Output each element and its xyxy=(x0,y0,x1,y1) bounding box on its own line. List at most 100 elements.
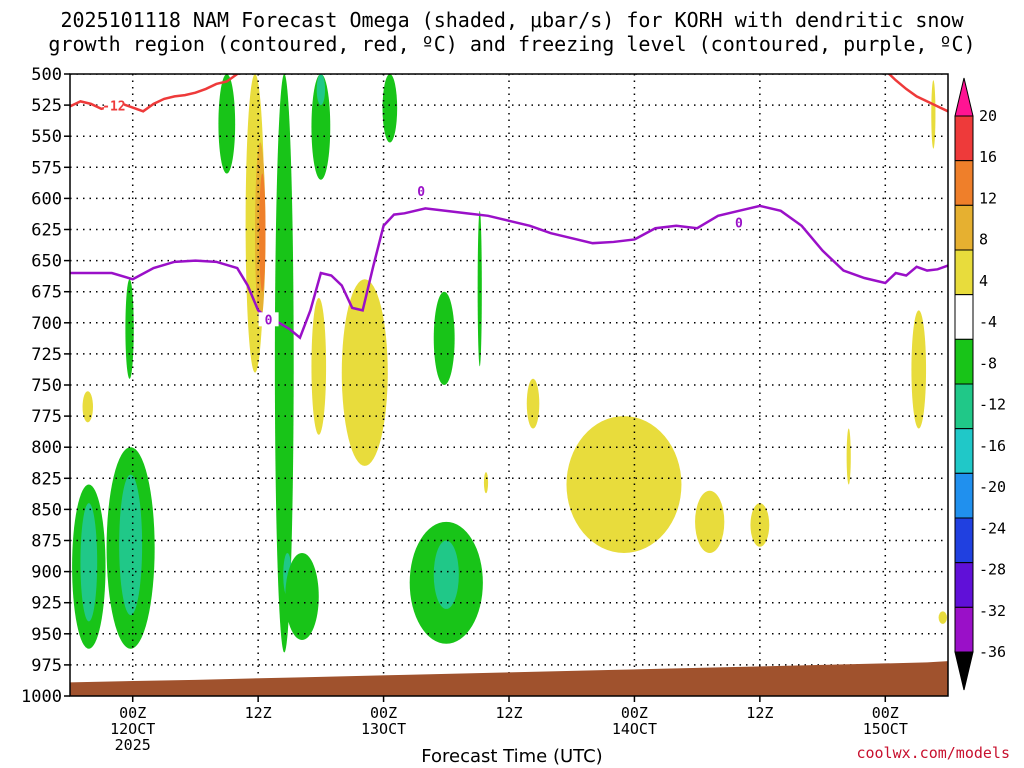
colorbar-box-3 xyxy=(954,249,974,296)
x-tick-label-96-2: 15OCT xyxy=(863,720,908,738)
omega-region-5 xyxy=(218,74,236,174)
freezing-label-1: 0 xyxy=(265,313,273,328)
plot-frame xyxy=(69,73,949,697)
omega-region-1 xyxy=(80,503,98,622)
omega-region-30 xyxy=(938,611,947,624)
freezing-label-3: 0 xyxy=(735,216,743,231)
y-tick-label-700: 700 xyxy=(31,314,62,334)
colorbar-label-13: -36 xyxy=(979,643,1006,661)
colorbar-label-5: -4 xyxy=(979,313,997,331)
colorbar-box-10 xyxy=(954,562,974,608)
colorbar-label-12: -32 xyxy=(979,602,1006,620)
x-tick-label-24-1: 00Z xyxy=(119,704,146,722)
x-tick-label-24-3: 2025 xyxy=(115,736,151,754)
colorbar-box-11 xyxy=(954,606,974,653)
colorbar-label-0: 20 xyxy=(979,107,997,125)
omega-region-25 xyxy=(695,490,725,553)
omega-region-18 xyxy=(433,540,459,609)
dgz-contour-0 xyxy=(70,74,241,113)
colorbar-box-9 xyxy=(954,517,974,564)
y-tick-label-650: 650 xyxy=(31,252,62,272)
dgz-label: -12 xyxy=(102,99,125,114)
colorbar-box-2 xyxy=(954,204,974,251)
y-tick-label-950: 950 xyxy=(31,625,62,645)
title-line-1: 2025101118 NAM Forecast Omega (shaded, μ… xyxy=(60,8,964,32)
x-tick-label-72-1: 00Z xyxy=(621,704,648,722)
freezing-level-contour xyxy=(70,204,948,340)
x-tick-label-84-1: 12Z xyxy=(746,704,773,722)
y-tick-label-850: 850 xyxy=(31,500,62,520)
x-tick-label-72-2: 14OCT xyxy=(612,720,657,738)
omega-region-20 xyxy=(477,210,482,367)
colorbar-box-1 xyxy=(954,160,974,206)
colorbar-box-6 xyxy=(954,383,974,430)
title-line-2: growth region (contoured, red, ºC) and f… xyxy=(48,32,976,56)
omega-region-9 xyxy=(274,74,294,653)
omega-region-26 xyxy=(750,503,770,547)
colorbar-label-9: -20 xyxy=(979,478,1006,496)
colorbar-box-4 xyxy=(954,294,974,340)
y-tick-label-1000: 1000 xyxy=(21,687,62,707)
x-tick-label-96-1: 00Z xyxy=(872,704,899,722)
omega-region-28 xyxy=(911,310,927,429)
chart-title: 2025101118 NAM Forecast Omega (shaded, μ… xyxy=(0,8,1024,56)
colorbar-label-8: -16 xyxy=(979,437,1006,455)
x-axis-label: Forecast Time (UTC) xyxy=(421,746,603,767)
omega-region-24 xyxy=(566,416,682,553)
x-tick-label-60-1: 12Z xyxy=(495,704,522,722)
omega-region-27 xyxy=(846,428,851,485)
omega-region-14 xyxy=(311,297,327,435)
y-tick-label-525: 525 xyxy=(31,96,62,116)
dgz-contour-1 xyxy=(887,74,948,113)
x-tick-label-48-1: 00Z xyxy=(370,704,397,722)
colorbar-label-7: -12 xyxy=(979,396,1006,414)
y-tick-label-500: 500 xyxy=(31,65,62,85)
omega-region-23 xyxy=(526,378,540,429)
plot-area: -12 0 0 0 xyxy=(70,74,948,696)
omega-region-29 xyxy=(931,80,936,149)
y-tick-label-975: 975 xyxy=(31,656,62,676)
colorbar-label-4: 4 xyxy=(979,272,988,290)
y-tick-label-725: 725 xyxy=(31,345,62,365)
freezing-label-2-bg xyxy=(411,184,432,199)
y-tick-label-900: 900 xyxy=(31,563,62,583)
omega-region-13 xyxy=(285,552,319,641)
freezing-label-1-bg xyxy=(258,312,279,327)
colorbar-box-8 xyxy=(954,472,974,519)
colorbar-box-5 xyxy=(954,338,974,385)
colorbar-bottom-triangle xyxy=(954,651,974,691)
omega-region-21 xyxy=(82,391,93,423)
y-tick-label-875: 875 xyxy=(31,532,62,552)
y-tick-label-750: 750 xyxy=(31,376,62,396)
y-tick-label-775: 775 xyxy=(31,407,62,427)
omega-region-19 xyxy=(433,291,455,385)
y-tick-label-575: 575 xyxy=(31,158,62,178)
colorbar-label-10: -24 xyxy=(979,519,1006,537)
colorbar-label-2: 12 xyxy=(979,189,997,207)
colorbar-box-7 xyxy=(954,428,974,474)
freezing-label-3-bg xyxy=(728,215,749,230)
ground-surface xyxy=(70,661,948,696)
y-tick-label-625: 625 xyxy=(31,221,62,241)
omega-region-4 xyxy=(125,279,134,379)
colorbar-label-3: 8 xyxy=(979,231,988,249)
dgz-label-bg xyxy=(103,98,124,113)
omega-region-15 xyxy=(341,279,388,466)
y-tick-label-675: 675 xyxy=(31,283,62,303)
omega-region-8 xyxy=(259,173,266,292)
x-tick-label-36-1: 12Z xyxy=(245,704,272,722)
x-tick-label-24-2: 12OCT xyxy=(110,720,155,738)
y-tick-label-800: 800 xyxy=(31,438,62,458)
colorbar-label-11: -28 xyxy=(979,561,1006,579)
omega-region-12 xyxy=(316,74,326,106)
y-tick-label-925: 925 xyxy=(31,594,62,614)
omega-region-3 xyxy=(119,474,143,616)
omega-region-16 xyxy=(382,74,398,143)
colorbar-top-triangle xyxy=(954,77,974,117)
colorbar-box-0 xyxy=(954,115,974,162)
colorbar-label-6: -8 xyxy=(979,354,997,372)
y-tick-label-600: 600 xyxy=(31,189,62,209)
credit-text: coolwx.com/models xyxy=(856,744,1010,762)
colorbar-label-1: 16 xyxy=(979,148,997,166)
